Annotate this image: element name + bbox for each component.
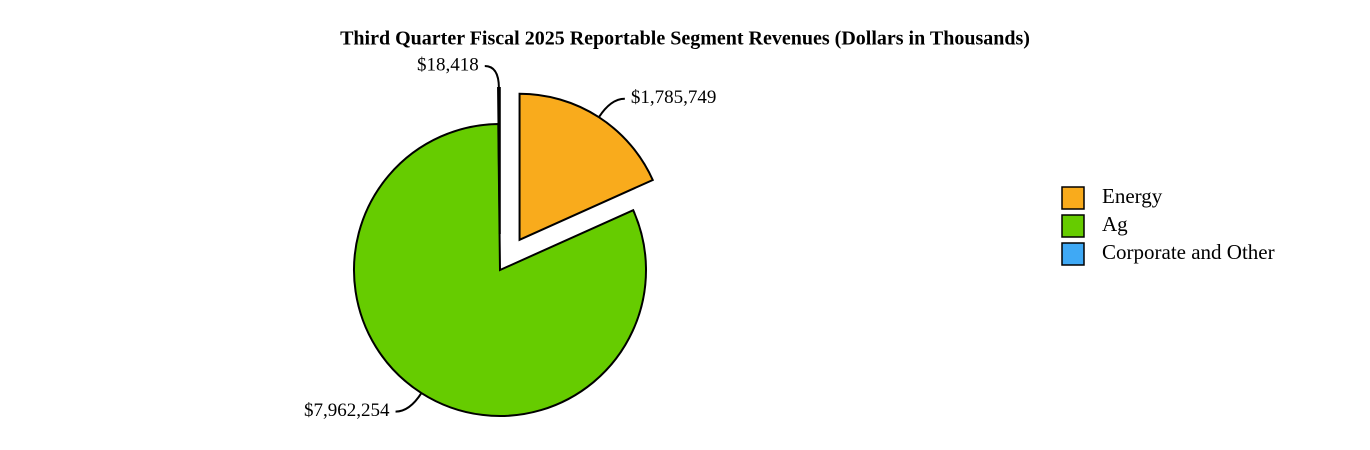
legend-swatch <box>1061 242 1085 266</box>
leader-line <box>598 97 625 118</box>
leader-line <box>395 392 423 413</box>
legend-label: Energy <box>1102 184 1163 208</box>
data-label: $7,962,254 <box>304 400 390 421</box>
legend-swatch <box>1061 186 1085 210</box>
chart-title: Third Quarter Fiscal 2025 Reportable Seg… <box>340 28 1030 50</box>
pie-slice <box>353 122 647 417</box>
leader-line <box>484 65 500 89</box>
data-label: $18,418 <box>417 54 479 75</box>
legend-swatch <box>1061 214 1085 238</box>
legend-label: Corporate and Other <box>1102 240 1275 264</box>
legend-label: Ag <box>1102 212 1128 236</box>
pie-slice <box>518 92 655 242</box>
data-label: $1,785,749 <box>631 87 717 108</box>
